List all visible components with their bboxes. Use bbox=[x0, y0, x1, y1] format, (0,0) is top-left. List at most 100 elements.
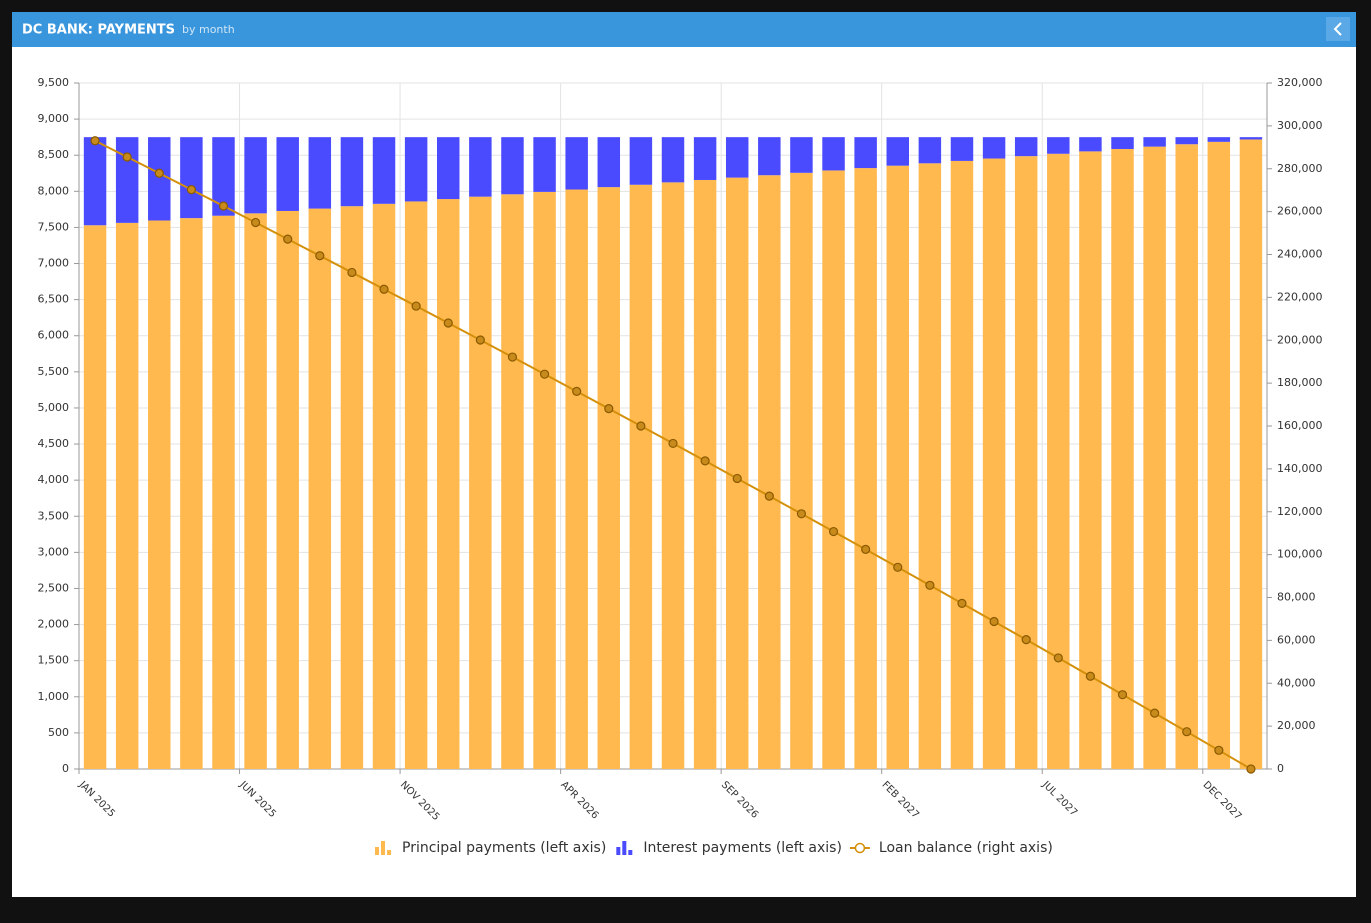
line-marker bbox=[764, 491, 774, 501]
bar bbox=[148, 220, 171, 770]
bar bbox=[83, 225, 107, 769]
y-tick-label: 6,000 bbox=[38, 329, 70, 342]
bar bbox=[886, 165, 909, 770]
chart-subtitle: by month bbox=[182, 23, 235, 36]
legend-icon bbox=[616, 847, 621, 855]
y-tick-label: 6,500 bbox=[38, 293, 70, 306]
legend-icon bbox=[381, 841, 385, 855]
y-tick-label: 8,000 bbox=[38, 184, 70, 197]
line-marker bbox=[1214, 745, 1224, 755]
bar bbox=[950, 137, 974, 161]
bar bbox=[340, 206, 364, 769]
bar bbox=[982, 158, 1006, 769]
line-marker bbox=[218, 201, 229, 211]
bar bbox=[372, 203, 396, 769]
line-marker bbox=[957, 598, 967, 608]
y2-tick-label: 120,000 bbox=[1277, 505, 1323, 518]
line-marker bbox=[1117, 690, 1128, 700]
y2-tick-label: 220,000 bbox=[1277, 290, 1323, 303]
bar bbox=[276, 210, 299, 770]
legend-item[interactable]: Principal payments (left axis) bbox=[375, 840, 606, 856]
y-tick-label: 7,500 bbox=[38, 220, 70, 233]
bar bbox=[661, 182, 685, 769]
y2-tick-label: 280,000 bbox=[1277, 162, 1323, 175]
y-tick-label: 4,500 bbox=[38, 437, 70, 450]
line-marker bbox=[925, 580, 935, 590]
legend-label: Loan balance (right axis) bbox=[879, 840, 1053, 856]
line-marker bbox=[539, 369, 550, 379]
bar bbox=[1079, 151, 1102, 769]
collapse-icon bbox=[1333, 22, 1342, 36]
y-tick-label: 5,500 bbox=[38, 365, 70, 378]
bar bbox=[854, 137, 877, 169]
bar bbox=[1143, 137, 1166, 147]
y2-tick-label: 100,000 bbox=[1277, 548, 1323, 561]
y2-tick-label: 20,000 bbox=[1277, 719, 1316, 732]
line-marker bbox=[154, 168, 164, 178]
bar bbox=[1014, 137, 1038, 157]
line-marker bbox=[604, 404, 614, 414]
bar bbox=[725, 177, 749, 769]
bar bbox=[469, 137, 492, 197]
line-marker bbox=[411, 301, 421, 311]
line-marker bbox=[861, 544, 871, 554]
bar bbox=[790, 172, 813, 769]
legend: Principal payments (left axis) Interest p… bbox=[375, 840, 1053, 856]
y2-tick-label: 40,000 bbox=[1277, 676, 1316, 689]
line-marker bbox=[1182, 727, 1192, 737]
line-marker bbox=[636, 421, 646, 431]
line-marker bbox=[700, 456, 710, 466]
collapse-button[interactable] bbox=[1326, 17, 1350, 41]
y2-tick-label: 300,000 bbox=[1277, 119, 1323, 132]
bar bbox=[533, 137, 556, 192]
bar bbox=[790, 137, 813, 173]
bar bbox=[822, 170, 845, 769]
bar bbox=[918, 137, 942, 164]
bar bbox=[1143, 146, 1166, 769]
y2-tick-label: 60,000 bbox=[1277, 633, 1316, 646]
legend-item[interactable]: Interest payments (left axis) bbox=[616, 840, 842, 856]
bar bbox=[501, 137, 524, 195]
y-tick-label: 4,000 bbox=[38, 473, 70, 486]
bar bbox=[276, 137, 299, 211]
bar bbox=[244, 213, 267, 770]
bar bbox=[982, 137, 1006, 159]
bar bbox=[1239, 137, 1263, 140]
bar bbox=[1239, 139, 1263, 769]
bar bbox=[758, 175, 781, 770]
y-tick-label: 7,000 bbox=[38, 257, 70, 270]
bar bbox=[212, 137, 235, 216]
bar bbox=[693, 137, 717, 180]
y-tick-label: 3,000 bbox=[38, 545, 70, 558]
line-marker bbox=[443, 318, 453, 328]
y2-tick-label: 260,000 bbox=[1277, 205, 1323, 218]
y-tick-label: 0 bbox=[62, 762, 69, 775]
legend-label: Principal payments (left axis) bbox=[402, 840, 606, 856]
bar bbox=[148, 137, 171, 221]
y2-tick-label: 80,000 bbox=[1277, 591, 1316, 604]
bar bbox=[212, 215, 235, 769]
bar bbox=[437, 137, 460, 200]
bar bbox=[437, 199, 460, 770]
bar bbox=[83, 137, 107, 226]
line-marker bbox=[283, 234, 293, 244]
y-tick-label: 9,000 bbox=[38, 112, 70, 125]
legend-label: Interest payments (left axis) bbox=[643, 840, 842, 856]
y2-tick-label: 180,000 bbox=[1277, 376, 1323, 389]
y-tick-label: 1,000 bbox=[38, 690, 70, 703]
bar bbox=[918, 163, 942, 770]
y-tick-label: 500 bbox=[48, 726, 69, 739]
y-tick-label: 5,000 bbox=[38, 401, 70, 414]
line-marker bbox=[250, 217, 261, 228]
line-marker bbox=[1085, 671, 1096, 681]
line-marker bbox=[90, 136, 100, 146]
legend-icon bbox=[622, 841, 627, 855]
bar bbox=[533, 191, 556, 769]
bar bbox=[1111, 137, 1134, 150]
bar bbox=[950, 160, 974, 769]
legend-item[interactable]: Loan balance (right axis) bbox=[849, 840, 1053, 856]
line-marker bbox=[1150, 708, 1160, 718]
bar bbox=[115, 222, 139, 769]
line-marker bbox=[1021, 635, 1031, 645]
y-tick-label: 2,500 bbox=[38, 581, 70, 594]
